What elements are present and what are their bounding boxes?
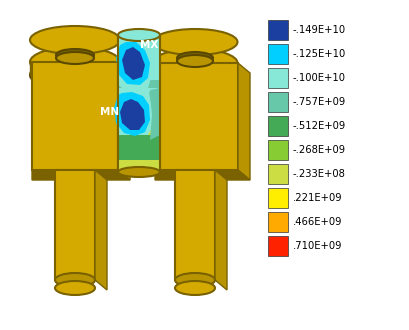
Polygon shape [120,99,145,130]
Polygon shape [32,170,130,180]
Text: .221E+09: .221E+09 [292,193,342,203]
Text: MN: MN [100,107,119,117]
Polygon shape [152,63,237,75]
Polygon shape [55,170,95,280]
Bar [267,68,287,88]
Text: MX: MX [139,40,158,50]
Polygon shape [118,135,160,160]
Ellipse shape [152,61,237,89]
Bar [267,20,287,40]
Bar [267,164,287,184]
Ellipse shape [56,49,94,61]
Bar [267,212,287,232]
Text: -.268E+09: -.268E+09 [292,145,345,155]
Polygon shape [32,62,118,170]
Ellipse shape [152,29,237,55]
Polygon shape [118,80,160,130]
Ellipse shape [152,49,237,77]
Polygon shape [118,35,160,80]
Polygon shape [118,62,130,180]
Bar [267,44,287,64]
Ellipse shape [118,167,160,177]
Ellipse shape [55,273,95,287]
Text: -.512E+09: -.512E+09 [292,121,346,131]
Polygon shape [118,35,160,172]
Polygon shape [155,170,249,180]
Polygon shape [116,42,150,85]
Ellipse shape [175,281,214,295]
Polygon shape [95,170,107,290]
Bar [267,140,287,160]
Text: .710E+09: .710E+09 [292,241,342,251]
Bar [267,188,287,208]
Polygon shape [150,88,160,140]
Polygon shape [118,35,160,92]
Bar [267,236,287,256]
Polygon shape [175,170,214,280]
Ellipse shape [30,26,120,54]
Polygon shape [214,170,227,290]
Ellipse shape [30,60,120,90]
Ellipse shape [55,281,95,295]
Polygon shape [118,130,160,172]
Text: -.125E+10: -.125E+10 [292,49,346,59]
Text: -.100E+10: -.100E+10 [292,73,345,83]
Bar [267,92,287,112]
Ellipse shape [56,52,94,64]
Text: .466E+09: .466E+09 [292,217,342,227]
Ellipse shape [118,29,160,41]
Polygon shape [237,63,249,180]
Polygon shape [155,63,237,170]
Ellipse shape [177,52,213,64]
Text: -.757E+09: -.757E+09 [292,97,346,107]
Polygon shape [122,47,145,80]
Ellipse shape [175,273,214,287]
Polygon shape [118,160,160,172]
Polygon shape [118,88,160,142]
Text: -.149E+10: -.149E+10 [292,25,345,35]
Text: -.233E+08: -.233E+08 [292,169,345,179]
Ellipse shape [177,55,213,67]
Ellipse shape [30,47,120,77]
Bar [267,116,287,136]
Polygon shape [116,88,118,140]
Polygon shape [30,62,120,75]
Polygon shape [114,92,150,136]
